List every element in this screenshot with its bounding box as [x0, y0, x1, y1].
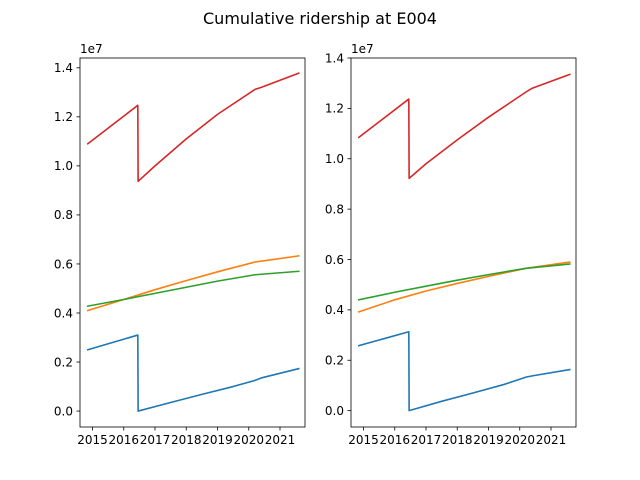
- y-tick-label: 0.2: [54, 355, 73, 369]
- y-tick-label: 1.0: [54, 159, 73, 173]
- y-tick-label: 0.6: [54, 257, 73, 271]
- y-tick-label: 1.4: [325, 51, 344, 65]
- x-tick-label: 2019: [202, 433, 233, 447]
- y-tick-label: 1.0: [325, 152, 344, 166]
- y-tick-label: 0.8: [325, 202, 344, 216]
- x-tick-label: 2015: [77, 433, 108, 447]
- x-tick-label: 2020: [504, 433, 535, 447]
- series-line-1: [357, 330, 571, 412]
- x-tick-label: 2017: [411, 433, 442, 447]
- y-tick-label: 1.2: [325, 102, 344, 116]
- y-tick-label: 0.8: [54, 208, 73, 222]
- series-line-2: [357, 261, 571, 313]
- series-line-3: [86, 270, 300, 308]
- series-line-3: [357, 263, 571, 301]
- x-tick-label: 2017: [140, 433, 171, 447]
- y-axis-offset-label: 1e7: [80, 42, 103, 56]
- x-tick-label: 2016: [108, 433, 139, 447]
- y-tick-label: 0.2: [325, 354, 344, 368]
- x-tick-label: 2021: [265, 433, 296, 447]
- x-tick-label: 2021: [536, 433, 567, 447]
- chart-title: Cumulative ridership at E004: [203, 9, 437, 28]
- y-axis-offset-label: 1e7: [351, 42, 374, 56]
- x-tick-label: 2018: [442, 433, 473, 447]
- y-tick-label: 0.4: [325, 303, 344, 317]
- x-tick-label: 2019: [473, 433, 504, 447]
- y-tick-label: 0.6: [325, 253, 344, 267]
- x-tick-label: 2016: [379, 433, 410, 447]
- series-line-4: [357, 73, 571, 180]
- subplot-left: 2015 2016 2017 2018 2019 2020 2021 0.0 0.2 0.4 0.6…: [54, 42, 306, 447]
- y-tick-label: 0.4: [54, 306, 73, 320]
- axes-frame: [350, 57, 577, 428]
- y-tick-label: 1.4: [54, 61, 73, 75]
- series-line-4: [86, 72, 300, 183]
- series-line-1: [86, 334, 300, 412]
- y-tick-label: 0.0: [325, 404, 344, 418]
- subplot-right: 2015 2016 2017 2018 2019 2020 2021 0.0 0.2 0.4 0.6…: [325, 42, 577, 447]
- y-tick-label: 1.2: [54, 110, 73, 124]
- x-tick-label: 2020: [233, 433, 264, 447]
- axes-frame: [79, 57, 306, 428]
- x-tick-label: 2018: [171, 433, 202, 447]
- series-line-2: [86, 254, 300, 312]
- x-tick-label: 2015: [348, 433, 379, 447]
- y-tick-label: 0.0: [54, 404, 73, 418]
